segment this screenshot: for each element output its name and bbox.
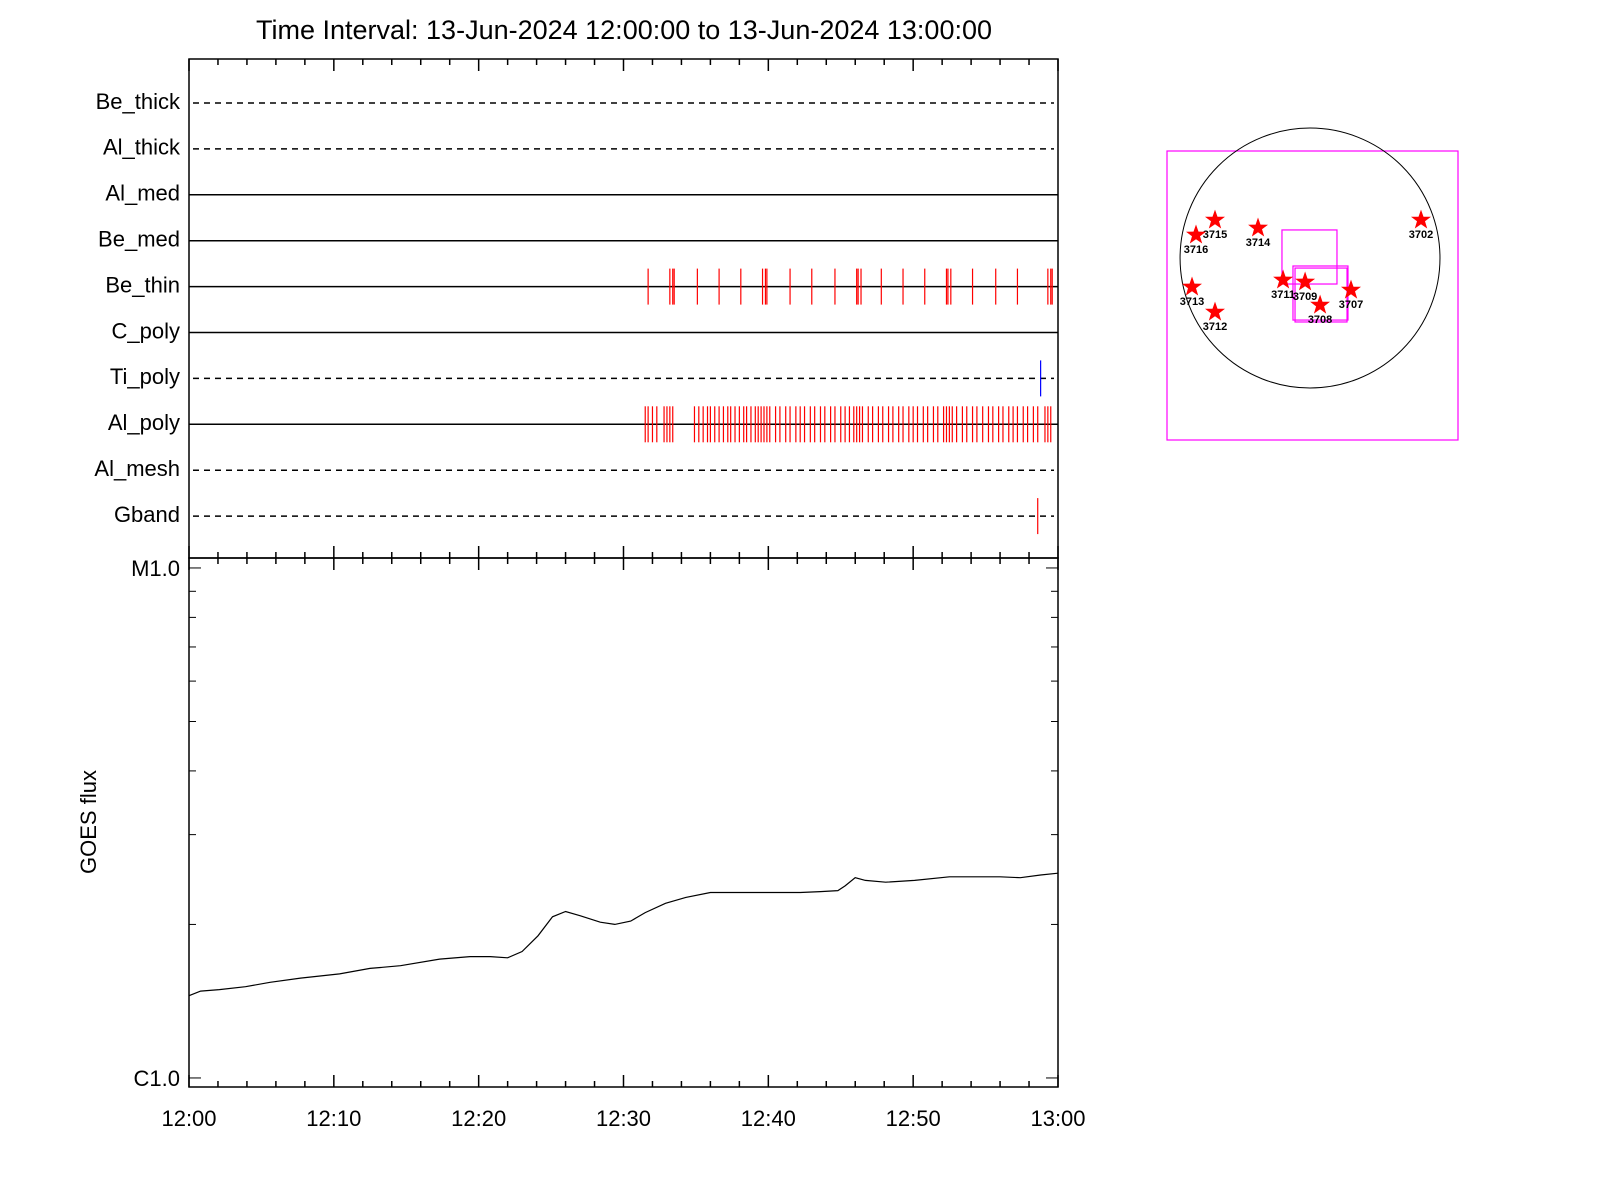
row-label: Ti_poly — [110, 364, 180, 389]
row-label: Be_thin — [105, 272, 180, 297]
region-star — [1411, 209, 1431, 229]
x-tick-label: 13:00 — [1030, 1106, 1085, 1131]
region-star — [1341, 279, 1361, 299]
region-star — [1248, 217, 1268, 237]
x-tick-label: 12:40 — [741, 1106, 796, 1131]
row-label: Al_med — [105, 181, 180, 206]
y-tick-label: M1.0 — [131, 556, 180, 581]
row-label: Al_poly — [108, 410, 180, 435]
row-label: Be_med — [98, 227, 180, 252]
region-label: 3709 — [1293, 291, 1317, 303]
region-label: 3707 — [1339, 299, 1363, 311]
region-star — [1273, 269, 1294, 289]
x-tick-label: 12:00 — [161, 1106, 216, 1131]
region-label: 3715 — [1203, 229, 1227, 241]
row-label: C_poly — [112, 318, 180, 343]
chart-title: Time Interval: 13-Jun-2024 12:00:00 to 1… — [256, 15, 992, 45]
region-label: 3713 — [1180, 296, 1204, 308]
map-frame — [1166, 150, 1459, 441]
x-tick-label: 12:30 — [596, 1106, 651, 1131]
solar-disk — [1179, 127, 1441, 389]
row-label: Al_thick — [103, 135, 181, 160]
flux-line — [188, 872, 1059, 997]
region-star — [1295, 271, 1316, 291]
region-label: 3716 — [1184, 244, 1208, 256]
row-label: Al_mesh — [94, 456, 180, 481]
x-tick-label: 12:20 — [451, 1106, 506, 1131]
region-label: 3711 — [1271, 289, 1295, 301]
region-star — [1205, 301, 1225, 321]
x-tick-label: 12:10 — [306, 1106, 361, 1131]
region-star — [1182, 276, 1202, 296]
row-label: Gband — [114, 502, 180, 527]
row-label: Be_thick — [96, 89, 181, 114]
y-tick-label: C1.0 — [134, 1066, 180, 1091]
region-star — [1186, 224, 1206, 244]
region-label: 3702 — [1409, 229, 1433, 241]
fov-box — [1281, 229, 1338, 285]
region-star — [1205, 209, 1225, 229]
region-label: 3712 — [1203, 321, 1227, 333]
region-star — [1310, 294, 1330, 314]
y-axis-label: GOES flux — [76, 770, 101, 874]
region-label: 3714 — [1246, 237, 1271, 249]
x-tick-label: 12:50 — [886, 1106, 941, 1131]
region-label: 3708 — [1308, 314, 1332, 326]
